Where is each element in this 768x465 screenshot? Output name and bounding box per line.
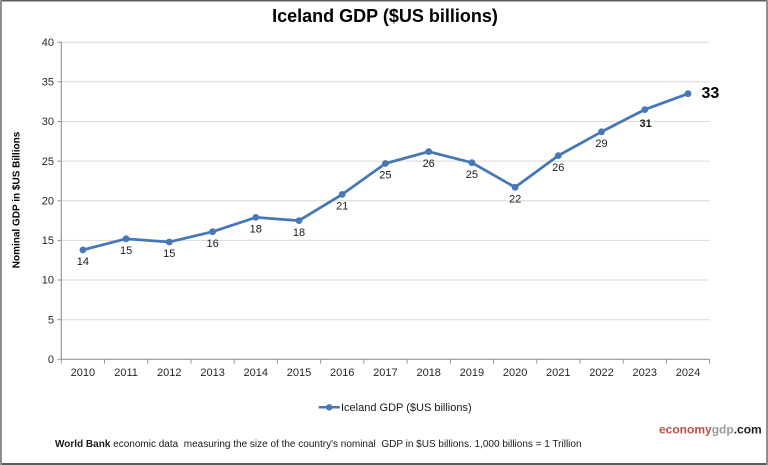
svg-text:2022: 2022 <box>589 367 613 379</box>
svg-text:Iceland GDP ($US billions): Iceland GDP ($US billions) <box>272 6 498 26</box>
svg-text:Nominal GDP in $US Billions: Nominal GDP in $US Billions <box>12 131 23 268</box>
svg-text:5: 5 <box>48 314 54 326</box>
svg-text:2020: 2020 <box>503 367 527 379</box>
svg-text:2024: 2024 <box>676 367 700 379</box>
svg-text:2010: 2010 <box>71 367 95 379</box>
svg-text:2011: 2011 <box>114 367 138 379</box>
svg-text:2015: 2015 <box>287 367 311 379</box>
svg-text:18: 18 <box>293 227 305 239</box>
svg-text:2014: 2014 <box>244 367 268 379</box>
svg-text:2013: 2013 <box>200 367 224 379</box>
svg-text:29: 29 <box>595 138 607 150</box>
svg-text:Iceland GDP ($US billions): Iceland GDP ($US billions) <box>341 402 472 414</box>
svg-text:14: 14 <box>77 256 89 268</box>
svg-text:25: 25 <box>379 170 391 182</box>
svg-text:18: 18 <box>250 224 262 236</box>
svg-text:2018: 2018 <box>416 367 440 379</box>
svg-text:0: 0 <box>48 354 54 366</box>
svg-text:33: 33 <box>702 85 720 102</box>
svg-text:21: 21 <box>336 201 348 213</box>
svg-text:15: 15 <box>42 235 54 247</box>
svg-text:2019: 2019 <box>460 367 484 379</box>
svg-text:35: 35 <box>42 77 54 89</box>
svg-text:10: 10 <box>42 275 54 287</box>
svg-text:30: 30 <box>42 116 54 128</box>
svg-text:2021: 2021 <box>546 367 570 379</box>
svg-text:26: 26 <box>423 158 435 170</box>
svg-text:20: 20 <box>42 196 54 208</box>
svg-text:40: 40 <box>42 37 54 49</box>
svg-text:World Bank economic data meas: World Bank economic data measuring the s… <box>55 439 582 450</box>
svg-text:15: 15 <box>120 245 132 257</box>
svg-text:2023: 2023 <box>633 367 657 379</box>
svg-text:25: 25 <box>466 169 478 181</box>
svg-text:31: 31 <box>639 118 651 130</box>
svg-text:economygdp.com: economygdp.com <box>659 423 762 437</box>
svg-text:25: 25 <box>42 156 54 168</box>
svg-text:26: 26 <box>552 162 564 174</box>
svg-text:16: 16 <box>206 238 218 250</box>
svg-text:15: 15 <box>163 248 175 260</box>
svg-text:22: 22 <box>509 194 521 206</box>
svg-text:2017: 2017 <box>373 367 397 379</box>
svg-text:2016: 2016 <box>330 367 354 379</box>
svg-text:2012: 2012 <box>157 367 181 379</box>
